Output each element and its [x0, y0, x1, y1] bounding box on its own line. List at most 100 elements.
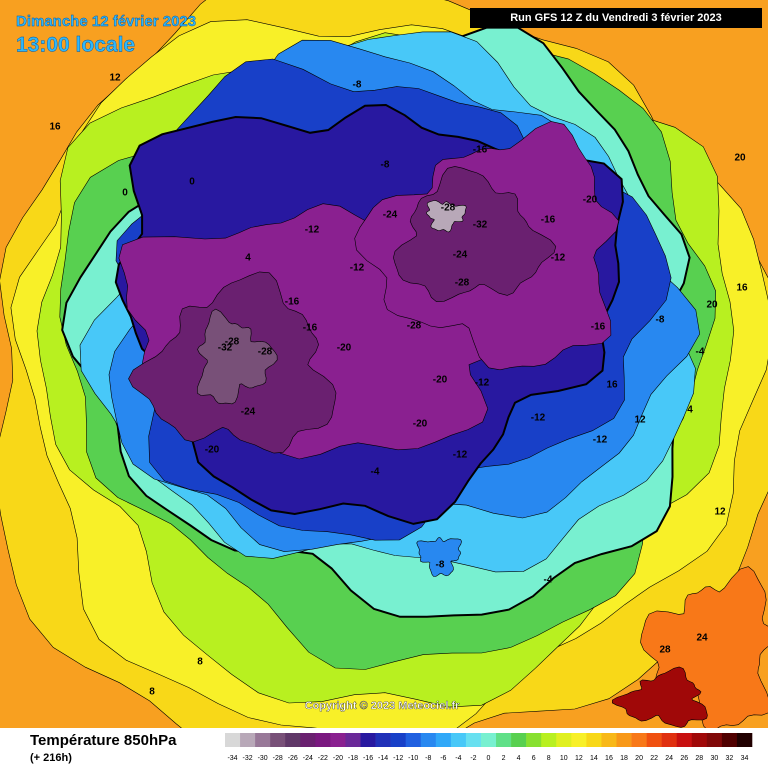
- contour-label: -24: [453, 250, 468, 261]
- colorbar-cell: [435, 733, 452, 747]
- colorbar-label: 14: [590, 755, 598, 762]
- colorbar-label: -26: [288, 755, 298, 762]
- colorbar-label: -4: [455, 755, 461, 762]
- colorbar-cell: [465, 733, 482, 747]
- colorbar-label: 8: [547, 755, 551, 762]
- contour-label: 16: [49, 122, 61, 133]
- colorbar-cell: [691, 733, 708, 747]
- contour-label: -16: [591, 322, 606, 333]
- contour-label: -8: [381, 160, 390, 171]
- contour-label: -4: [696, 347, 705, 358]
- contour-label: -20: [433, 375, 448, 386]
- colorbar-cell: [676, 733, 693, 747]
- colorbar-label: 34: [741, 755, 749, 762]
- colorbar-label: -16: [363, 755, 373, 762]
- colorbar-label: -2: [470, 755, 476, 762]
- contour-label: -28: [455, 278, 470, 289]
- contour-label: -28: [258, 347, 273, 358]
- colorbar-cell: [601, 733, 617, 747]
- contour-label: -28: [225, 337, 240, 348]
- colorbar-label: 20: [635, 755, 643, 762]
- contour-label: -32: [218, 343, 233, 354]
- contour-label: -20: [205, 445, 220, 456]
- colorbar-cell: [270, 733, 286, 747]
- contour-label: -28: [407, 321, 422, 332]
- colorbar-cell: [480, 733, 497, 747]
- isotherm-area: [640, 566, 768, 732]
- isotherm-area: [393, 166, 557, 303]
- contour-label: -12: [531, 413, 546, 424]
- colorbar-label: -28: [273, 755, 283, 762]
- colorbar-cell: [345, 733, 361, 747]
- colorbar-label: 22: [650, 755, 658, 762]
- contour-label: -16: [473, 145, 488, 156]
- isotherm-area: [611, 666, 708, 728]
- colorbar-label: 18: [620, 755, 628, 762]
- contour-label: -8: [353, 80, 362, 91]
- isotherm-area: [196, 308, 278, 405]
- colorbar-cell: [375, 733, 391, 747]
- colorbar-cell: [240, 733, 256, 747]
- valid-date: Dimanche 12 février 2023: [16, 13, 196, 30]
- colorbar-cell: [390, 733, 406, 747]
- contour-label: -20: [337, 343, 352, 354]
- colorbar-cell: [300, 733, 316, 747]
- colorbar-cell: [706, 733, 723, 747]
- contour-label: -32: [473, 220, 488, 231]
- colorbar-label: -12: [393, 755, 403, 762]
- colorbar-label: 26: [680, 755, 688, 762]
- colorbar-label: -32: [243, 755, 253, 762]
- colorbar-cell: [360, 733, 376, 747]
- contour-label: -20: [413, 419, 428, 430]
- contour-label: 20: [706, 300, 718, 311]
- contour-label: 12: [714, 507, 726, 518]
- contour-label: -16: [303, 323, 318, 334]
- colorbar-label: 32: [726, 755, 734, 762]
- contour-label: -28: [441, 203, 456, 214]
- contour-label: -4: [371, 467, 380, 478]
- colorbar-label: 16: [605, 755, 613, 762]
- colorbar-label: -30: [258, 755, 268, 762]
- colorbar-cell: [225, 733, 241, 747]
- colorbar-label: 0: [487, 755, 491, 762]
- contour-label: 0: [189, 177, 195, 188]
- colorbar-label: 4: [517, 755, 521, 762]
- contour-label: 16: [606, 380, 618, 391]
- run-info: Run GFS 12 Z du Vendredi 3 février 2023: [510, 12, 722, 24]
- isotherm-area: [426, 200, 467, 233]
- colorbar-label: 12: [575, 755, 583, 762]
- colorbar-cell: [646, 733, 662, 747]
- contour-label: 0: [122, 188, 128, 199]
- colorbar-cell: [586, 733, 602, 747]
- contour-label: -16: [541, 215, 556, 226]
- run-box: [470, 8, 762, 28]
- colorbar-cell: [556, 733, 572, 747]
- colorbar-cell: [496, 733, 512, 747]
- colorbar-label: 30: [710, 755, 718, 762]
- contour-label: 12: [109, 73, 121, 84]
- colorbar-cell: [661, 733, 678, 747]
- colorbar-cell: [255, 733, 271, 747]
- colorbar-cell: [631, 733, 647, 747]
- contour-label: 24: [696, 633, 708, 644]
- lead-time: (+ 216h): [30, 752, 72, 764]
- colorbar-label: -24: [303, 755, 313, 762]
- contour-labels: -28-32 -28-24-20-28-24-32-28-20-24-28-16-…: [49, 73, 748, 698]
- contour-label: -24: [241, 407, 256, 418]
- isotherm-area: [416, 537, 462, 577]
- colorbar-cell: [420, 733, 437, 747]
- colorbar-label: 6: [532, 755, 536, 762]
- colorbar-cell: [616, 733, 632, 747]
- copyright: Copyright © 2023 Meteociel.fr: [305, 700, 461, 712]
- colorbar-cell: [541, 733, 557, 747]
- contour-label: -8: [436, 560, 445, 571]
- colorbar-cell: [315, 733, 331, 747]
- contour-label: 12: [634, 415, 646, 426]
- contour-label: -12: [551, 253, 566, 264]
- valid-time: 13:00 locale: [16, 34, 135, 57]
- contour-label: -12: [305, 225, 320, 236]
- contour-label: 28: [659, 645, 671, 656]
- colorbar-cell: [330, 733, 346, 747]
